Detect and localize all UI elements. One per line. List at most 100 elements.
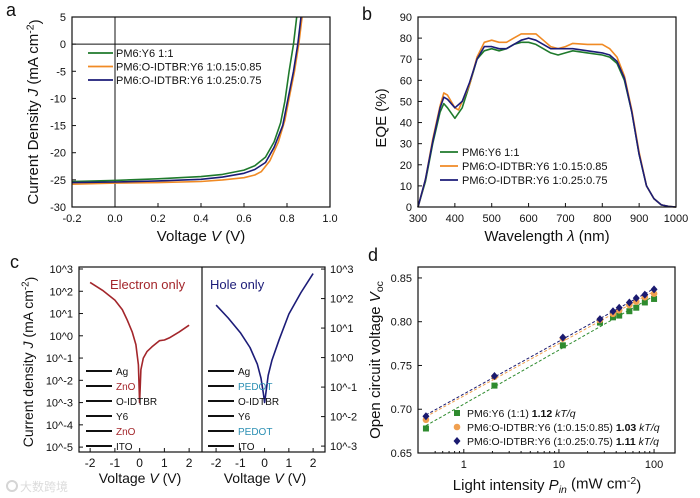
y-tick-label: 30 bbox=[400, 139, 412, 151]
data-point bbox=[632, 294, 640, 303]
x-tick-label: 0.0 bbox=[107, 213, 122, 225]
y-tick-label: 10^1 bbox=[49, 309, 73, 321]
x-tick-label: 700 bbox=[556, 213, 574, 225]
y-tick-label: 80 bbox=[400, 33, 412, 45]
data-point bbox=[625, 298, 633, 307]
y-tick-label: 10^2 bbox=[330, 294, 354, 306]
legend-label: PM6:Y6 (1:1) 1.12 kT/q bbox=[467, 408, 576, 420]
y-tick-label: -15 bbox=[50, 121, 66, 133]
x-tick-label: 400 bbox=[446, 213, 464, 225]
data-point bbox=[559, 333, 567, 342]
x-tick-label: -2 bbox=[85, 456, 96, 470]
y-axis-label: Current density J (mA cm-2) bbox=[20, 277, 38, 448]
data-point bbox=[559, 342, 566, 349]
y-tick-label: 10^-1 bbox=[46, 353, 73, 365]
data-point bbox=[633, 304, 640, 311]
x-tick-label: 2 bbox=[186, 456, 193, 470]
data-point bbox=[596, 315, 604, 324]
data-point bbox=[490, 371, 498, 380]
y-tick-label: 10^3 bbox=[330, 264, 354, 276]
x-axis-label: Voltage V (V) bbox=[99, 470, 182, 486]
plot-area bbox=[72, 17, 303, 185]
y-tick-label: 10^1 bbox=[330, 323, 354, 335]
y-tick-label: 10^2 bbox=[49, 286, 73, 298]
legend-label: PM6:O-IDTBR:Y6 1:0.25:0.75 bbox=[116, 75, 262, 87]
y-tick-label: 10^-1 bbox=[330, 382, 357, 394]
device-layer-label: Y6 bbox=[116, 412, 129, 423]
data-point bbox=[609, 307, 617, 316]
legend-label: PM6:O-IDTBR:Y6 1:0.15:0.85 bbox=[462, 161, 608, 173]
y-tick-label: 0.65 bbox=[391, 448, 412, 460]
x-tick-label: 2 bbox=[310, 456, 317, 470]
legend-marker bbox=[453, 437, 461, 445]
x-tick-label: 0.4 bbox=[193, 213, 208, 225]
x-tick-label: 10 bbox=[553, 459, 565, 471]
device-layer-label: PEDOT bbox=[238, 382, 272, 393]
fit-line bbox=[425, 295, 655, 427]
y-axis-label: Open circuit voltage Voc bbox=[367, 281, 386, 439]
x-tick-label: 500 bbox=[483, 213, 501, 225]
fit-line bbox=[425, 288, 655, 416]
y-tick-label: -25 bbox=[50, 175, 66, 187]
y-tick-label: 0.80 bbox=[391, 317, 412, 329]
x-tick-label: 100 bbox=[645, 459, 663, 471]
x-tick-label: 1000 bbox=[664, 213, 688, 225]
panel-letter-b: b bbox=[362, 4, 372, 24]
x-tick-label: 0.6 bbox=[236, 213, 251, 225]
y-tick-label: 10^0 bbox=[330, 353, 354, 365]
x-axis-label: Voltage V (V) bbox=[157, 228, 245, 245]
y-tick-label: 0.85 bbox=[391, 273, 412, 285]
y-tick-label: 0 bbox=[406, 202, 412, 214]
jv-curve-0 bbox=[72, 17, 298, 183]
x-axis-label: Wavelength λ (nm) bbox=[484, 228, 609, 245]
legend-label: PM6:O-IDTBR:Y6 (1:0.25:0.75) 1.11 kT/q bbox=[467, 436, 659, 448]
x-tick-label: 1 bbox=[461, 459, 467, 471]
jv-log-curve bbox=[215, 273, 314, 404]
panel-letter-c: c bbox=[10, 252, 19, 272]
device-layer-label: ITO bbox=[238, 442, 255, 453]
jv-curve-1 bbox=[72, 17, 303, 185]
device-layer-label: ZnO bbox=[116, 427, 136, 438]
device-layer-label: ITO bbox=[116, 442, 133, 453]
data-point bbox=[650, 285, 658, 294]
plot-frame-d bbox=[417, 266, 676, 454]
legend-label: PM6:Y6 1:1 bbox=[462, 147, 519, 159]
data-point bbox=[609, 314, 616, 321]
device-layer-label: Ag bbox=[238, 367, 250, 378]
data-point bbox=[626, 308, 633, 315]
y-tick-label: -20 bbox=[50, 148, 66, 160]
y-tick-label: 90 bbox=[400, 12, 412, 24]
data-point bbox=[615, 303, 623, 312]
x-tick-label: 1.0 bbox=[322, 213, 337, 225]
watermark-logo: 大数跨境 bbox=[6, 479, 68, 494]
y-tick-label: -10 bbox=[50, 93, 66, 105]
y-tick-label: 0.70 bbox=[391, 404, 412, 416]
data-point bbox=[641, 290, 649, 299]
device-layer-label: Ag bbox=[116, 367, 128, 378]
device-layer-label: Y6 bbox=[238, 412, 251, 423]
eqe-curve-2 bbox=[417, 37, 677, 208]
legend-label: PM6:O-IDTBR:Y6 1:0.25:0.75 bbox=[462, 175, 608, 187]
y-tick-label: 5 bbox=[60, 12, 66, 24]
y-axis-label: Current Density J (mA cm-2) bbox=[24, 19, 44, 204]
watermark-text: 大数跨境 bbox=[20, 479, 68, 494]
x-tick-label: 0 bbox=[136, 456, 143, 470]
y-tick-label: 10^-4 bbox=[46, 420, 73, 432]
x-tick-label: 0.8 bbox=[279, 213, 294, 225]
y-tick-label: -5 bbox=[56, 66, 66, 78]
subplot-title: Hole only bbox=[210, 277, 265, 292]
data-point bbox=[616, 312, 623, 319]
x-tick-label: -0.2 bbox=[63, 213, 82, 225]
y-tick-label: 60 bbox=[400, 75, 412, 87]
y-tick-label: 40 bbox=[400, 118, 412, 130]
data-point bbox=[491, 382, 498, 389]
x-tick-label: 300 bbox=[409, 213, 427, 225]
y-tick-label: -30 bbox=[50, 202, 66, 214]
data-point bbox=[422, 412, 430, 421]
y-axis-label: EQE (%) bbox=[373, 88, 390, 147]
y-tick-label: 70 bbox=[400, 54, 412, 66]
x-tick-label: 600 bbox=[519, 213, 537, 225]
x-tick-label: -1 bbox=[235, 456, 246, 470]
y-tick-label: 10^-3 bbox=[330, 441, 357, 453]
